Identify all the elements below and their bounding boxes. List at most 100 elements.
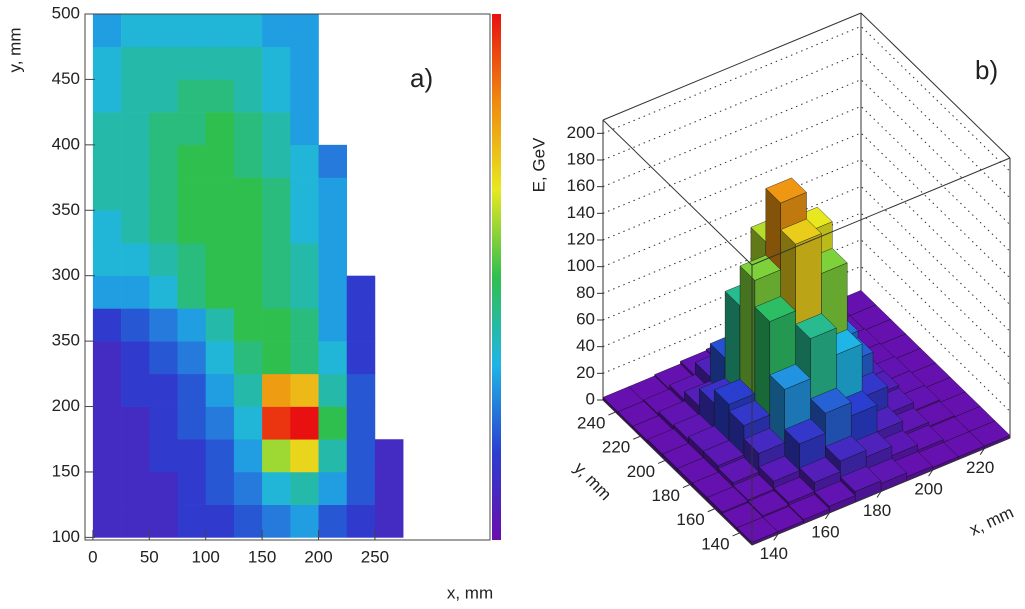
heat-cell: [318, 439, 348, 473]
heat-cell: [149, 471, 178, 505]
bar-top: [736, 516, 779, 543]
heat-cell: [121, 308, 150, 342]
bar-top: [839, 466, 882, 492]
heat-cell: [205, 406, 235, 440]
panel-label: a): [410, 63, 433, 93]
y-tick-label: 350: [52, 200, 80, 219]
heat-cell: [346, 504, 376, 538]
plot-frame: [84, 13, 491, 541]
heat-cell: [205, 210, 235, 244]
heat-cell: [121, 177, 150, 211]
heat-cell: [149, 308, 178, 342]
bar-top: [706, 486, 749, 513]
heat-cell: [177, 79, 207, 113]
heat-cell: [177, 144, 207, 178]
z-tick-label: 60: [576, 309, 595, 328]
y-tick-label: 100: [52, 527, 80, 546]
heat-cell: [290, 275, 319, 309]
heat-cell: [149, 373, 178, 407]
heat-cell: [233, 471, 263, 505]
heat-cell: [121, 439, 150, 473]
heat-cell: [318, 504, 348, 538]
heat-cell: [121, 242, 150, 276]
heat-cell: [374, 471, 404, 505]
y-tick-label: 200: [627, 462, 655, 481]
heat-cell: [92, 471, 122, 505]
heat-cell: [149, 46, 178, 80]
y-tick-label: 200: [52, 396, 80, 415]
x-axis-title: x, mm: [447, 583, 493, 602]
heat-cell: [290, 112, 319, 146]
box-edge: [602, 399, 753, 546]
heat-cell: [92, 275, 122, 309]
heat-cell: [149, 504, 178, 538]
heat-cell: [318, 210, 348, 244]
heat-cell: [121, 210, 150, 244]
heat-cell: [149, 210, 178, 244]
panel-label: b): [975, 55, 998, 85]
y-tick-label: 180: [652, 486, 680, 505]
heat-cell: [205, 373, 235, 407]
heat-cell: [92, 242, 122, 276]
y-tick-label: 240: [577, 414, 605, 433]
y-tick-label: 220: [602, 438, 630, 457]
heat-cell: [177, 341, 207, 375]
heat-cell: [205, 242, 235, 276]
bar-top: [795, 313, 837, 339]
x-tick: [928, 469, 934, 477]
heat-cell: [262, 308, 291, 342]
heat-cell: [262, 373, 291, 407]
heat-cell: [346, 308, 376, 342]
heat-cell: [262, 275, 291, 309]
heat-cell: [149, 112, 178, 146]
heat-cell: [177, 242, 207, 276]
y-axis-title: y, mm: [5, 27, 24, 72]
heat-cell: [92, 504, 122, 538]
heat-cell: [290, 242, 319, 276]
colorbar: [492, 14, 501, 540]
heat-cell: [233, 308, 263, 342]
heat-cell: [121, 112, 150, 146]
heat-cell: [92, 14, 122, 48]
y-tick: [657, 459, 666, 464]
heat-cell: [262, 471, 291, 505]
heat-cell: [346, 341, 376, 375]
heat-cell: [290, 46, 319, 80]
y-tick-label: 400: [52, 134, 80, 153]
heat-cell: [92, 79, 122, 113]
heat-cell: [290, 14, 319, 48]
y-tick: [633, 435, 641, 440]
bar-top: [769, 363, 811, 390]
heat-cell: [149, 439, 178, 473]
heat-cell: [262, 79, 291, 113]
heat-cell: [121, 14, 150, 48]
bar-top: [780, 218, 822, 245]
heat-cell: [262, 406, 291, 440]
heat-cell: [290, 79, 319, 113]
heat-cell: [290, 144, 319, 178]
bar-top: [814, 480, 856, 507]
heat-cell: [205, 308, 235, 342]
heat-cell: [177, 308, 207, 342]
z-axis-title: E, GeV: [529, 137, 548, 192]
y-tick: [732, 532, 740, 537]
heat-cell: [121, 79, 150, 113]
heat-cell: [290, 341, 319, 375]
heat-cell: [233, 112, 263, 146]
x-tick-label: 200: [914, 480, 942, 499]
heat-cell: [121, 144, 150, 178]
heat-cell: [290, 210, 319, 244]
bar-top: [713, 378, 756, 405]
x-tick: [876, 491, 882, 498]
y-tick: [608, 411, 616, 416]
heat-cell: [121, 471, 150, 505]
heat-cell: [121, 504, 150, 538]
heat-cell: [92, 210, 122, 244]
heat-cell: [290, 439, 319, 473]
heat-cell: [233, 406, 263, 440]
heat-cell: [149, 14, 178, 48]
heat-cell: [233, 275, 263, 309]
heat-cell: [121, 46, 150, 80]
box-edge: [751, 157, 1011, 266]
z-tick-label: 40: [576, 336, 595, 355]
